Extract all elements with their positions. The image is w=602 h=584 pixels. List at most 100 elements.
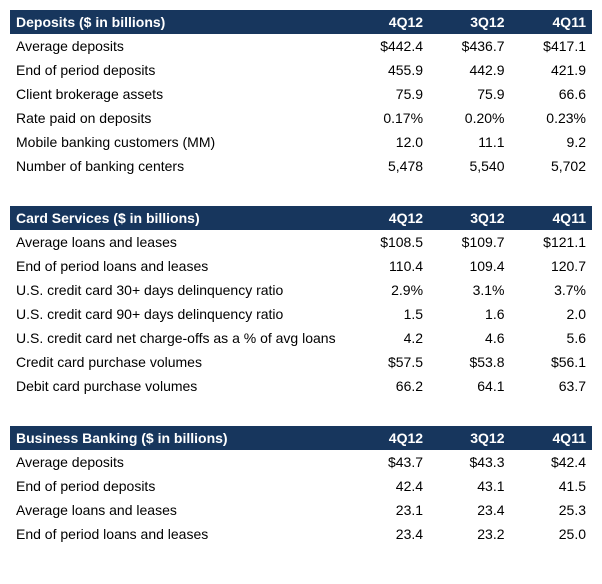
cell-value: 5,702: [511, 154, 593, 178]
column-header: 4Q11: [511, 426, 593, 450]
table-row: Average loans and leases$108.5$109.7$121…: [10, 230, 592, 254]
row-label: Average loans and leases: [10, 498, 348, 522]
table-row: Debit card purchase volumes66.264.163.7: [10, 374, 592, 398]
row-label: End of period loans and leases: [10, 522, 348, 546]
cell-value: $109.7: [429, 230, 510, 254]
cell-value: 3.7%: [511, 278, 593, 302]
cell-value: 23.1: [348, 498, 429, 522]
cell-value: 110.4: [348, 254, 429, 278]
cell-value: 66.2: [348, 374, 429, 398]
cell-value: $57.5: [348, 350, 429, 374]
row-label: Average deposits: [10, 34, 348, 58]
row-label: Number of banking centers: [10, 154, 348, 178]
cell-value: $436.7: [429, 34, 510, 58]
row-label: End of period deposits: [10, 474, 348, 498]
cell-value: 2.0: [511, 302, 593, 326]
row-label: Rate paid on deposits: [10, 106, 348, 130]
cell-value: 455.9: [348, 58, 429, 82]
cell-value: $43.7: [348, 450, 429, 474]
cell-value: 0.17%: [348, 106, 429, 130]
data-table: Business Banking ($ in billions)4Q123Q12…: [10, 426, 592, 546]
cell-value: 4.6: [429, 326, 510, 350]
cell-value: $53.8: [429, 350, 510, 374]
cell-value: 0.20%: [429, 106, 510, 130]
column-header: 4Q11: [511, 206, 593, 230]
cell-value: 66.6: [511, 82, 593, 106]
table-row: End of period loans and leases110.4109.4…: [10, 254, 592, 278]
table-row: Average loans and leases23.123.425.3: [10, 498, 592, 522]
cell-value: $43.3: [429, 450, 510, 474]
table-row: Credit card purchase volumes$57.5$53.8$5…: [10, 350, 592, 374]
table-section: Card Services ($ in billions)4Q123Q124Q1…: [10, 206, 592, 398]
table-row: U.S. credit card 90+ days delinquency ra…: [10, 302, 592, 326]
table-row: Average deposits$43.7$43.3$42.4: [10, 450, 592, 474]
cell-value: $121.1: [511, 230, 593, 254]
row-label: Client brokerage assets: [10, 82, 348, 106]
column-header: 4Q12: [348, 10, 429, 34]
cell-value: 5.6: [511, 326, 593, 350]
row-label: Average deposits: [10, 450, 348, 474]
table-row: End of period deposits42.443.141.5: [10, 474, 592, 498]
cell-value: $108.5: [348, 230, 429, 254]
tables-container: Deposits ($ in billions)4Q123Q124Q11Aver…: [10, 10, 592, 546]
table-title: Business Banking ($ in billions): [10, 426, 348, 450]
cell-value: 41.5: [511, 474, 593, 498]
cell-value: $442.4: [348, 34, 429, 58]
cell-value: 442.9: [429, 58, 510, 82]
row-label: Average loans and leases: [10, 230, 348, 254]
cell-value: 1.5: [348, 302, 429, 326]
table-row: Mobile banking customers (MM)12.011.19.2: [10, 130, 592, 154]
cell-value: 75.9: [429, 82, 510, 106]
row-label: End of period loans and leases: [10, 254, 348, 278]
cell-value: 421.9: [511, 58, 593, 82]
column-header: 4Q11: [511, 10, 593, 34]
cell-value: 75.9: [348, 82, 429, 106]
cell-value: $56.1: [511, 350, 593, 374]
table-row: Average deposits$442.4$436.7$417.1: [10, 34, 592, 58]
table-title: Card Services ($ in billions): [10, 206, 348, 230]
table-row: Client brokerage assets75.975.966.6: [10, 82, 592, 106]
cell-value: 0.23%: [511, 106, 593, 130]
cell-value: 11.1: [429, 130, 510, 154]
table-row: End of period deposits455.9442.9421.9: [10, 58, 592, 82]
cell-value: 25.3: [511, 498, 593, 522]
row-label: End of period deposits: [10, 58, 348, 82]
cell-value: 5,540: [429, 154, 510, 178]
data-table: Card Services ($ in billions)4Q123Q124Q1…: [10, 206, 592, 398]
column-header: 4Q12: [348, 206, 429, 230]
cell-value: 3.1%: [429, 278, 510, 302]
row-label: Debit card purchase volumes: [10, 374, 348, 398]
cell-value: $417.1: [511, 34, 593, 58]
row-label: U.S. credit card net charge-offs as a % …: [10, 326, 348, 350]
table-section: Business Banking ($ in billions)4Q123Q12…: [10, 426, 592, 546]
table-title: Deposits ($ in billions): [10, 10, 348, 34]
cell-value: 2.9%: [348, 278, 429, 302]
cell-value: 23.4: [348, 522, 429, 546]
column-header: 3Q12: [429, 10, 510, 34]
row-label: Mobile banking customers (MM): [10, 130, 348, 154]
cell-value: 4.2: [348, 326, 429, 350]
table-row: End of period loans and leases23.423.225…: [10, 522, 592, 546]
cell-value: 23.2: [429, 522, 510, 546]
cell-value: 12.0: [348, 130, 429, 154]
cell-value: 43.1: [429, 474, 510, 498]
cell-value: 120.7: [511, 254, 593, 278]
cell-value: 23.4: [429, 498, 510, 522]
row-label: U.S. credit card 30+ days delinquency ra…: [10, 278, 348, 302]
table-row: U.S. credit card net charge-offs as a % …: [10, 326, 592, 350]
column-header: 4Q12: [348, 426, 429, 450]
cell-value: 25.0: [511, 522, 593, 546]
cell-value: 64.1: [429, 374, 510, 398]
cell-value: $42.4: [511, 450, 593, 474]
cell-value: 63.7: [511, 374, 593, 398]
table-row: U.S. credit card 30+ days delinquency ra…: [10, 278, 592, 302]
column-header: 3Q12: [429, 426, 510, 450]
row-label: U.S. credit card 90+ days delinquency ra…: [10, 302, 348, 326]
cell-value: 5,478: [348, 154, 429, 178]
column-header: 3Q12: [429, 206, 510, 230]
table-row: Number of banking centers5,4785,5405,702: [10, 154, 592, 178]
cell-value: 9.2: [511, 130, 593, 154]
cell-value: 1.6: [429, 302, 510, 326]
table-row: Rate paid on deposits0.17%0.20%0.23%: [10, 106, 592, 130]
row-label: Credit card purchase volumes: [10, 350, 348, 374]
